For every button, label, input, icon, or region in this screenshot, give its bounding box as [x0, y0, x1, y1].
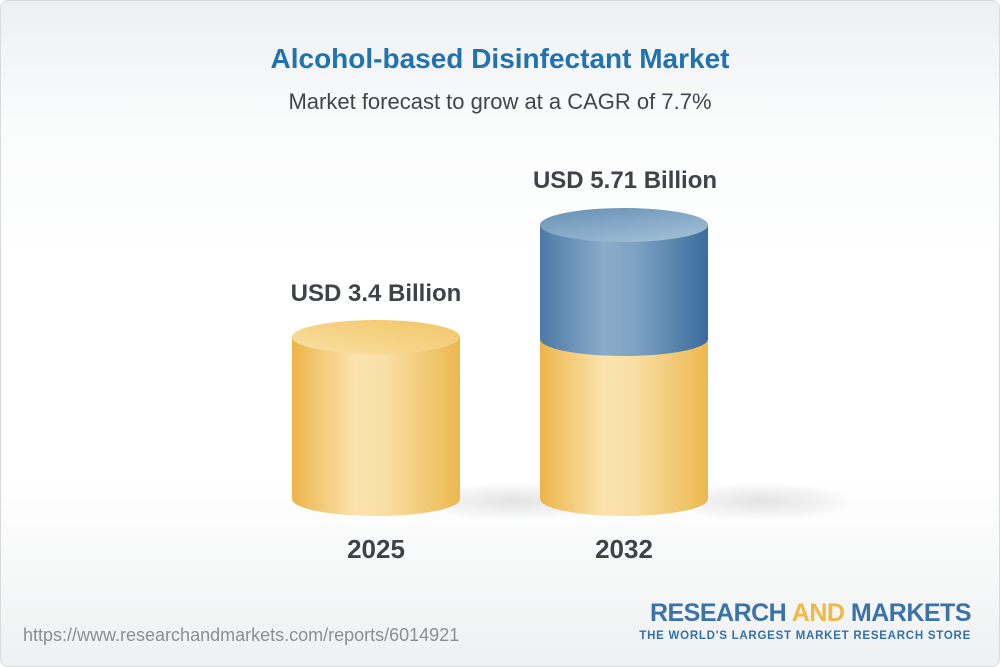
bar-2032 — [540, 208, 708, 516]
logo-word-markets: MARKETS — [850, 599, 972, 627]
category-label-2032: 2032 — [595, 534, 653, 564]
bar-2025 — [292, 320, 460, 516]
value-label-2025: USD 3.4 Billion — [290, 280, 462, 307]
report-url: https://www.researchandmarkets.com/repor… — [23, 625, 460, 645]
bar-2032-shadow — [666, 482, 856, 520]
logo-wordmark: RESEARCH AND MARKETS — [639, 599, 972, 628]
chart-title: Alcohol-based Disinfectant Market — [270, 43, 730, 74]
logo-word-and: AND — [791, 599, 845, 627]
category-label-2025: 2025 — [347, 534, 405, 564]
researchandmarkets-logo: RESEARCH AND MARKETS THE WORLD'S LARGEST… — [639, 599, 971, 642]
chart-subtitle: Market forecast to grow at a CAGR of 7.7… — [288, 89, 712, 114]
value-label-2032: USD 5.71 Billion — [532, 167, 718, 194]
logo-word-research: RESEARCH — [649, 599, 787, 627]
logo-tagline: THE WORLD'S LARGEST MARKET RESEARCH STOR… — [639, 630, 971, 642]
